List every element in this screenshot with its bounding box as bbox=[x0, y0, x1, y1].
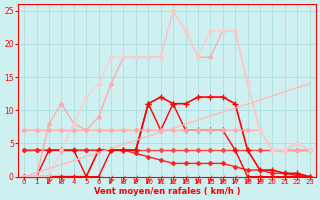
X-axis label: Vent moyen/en rafales ( km/h ): Vent moyen/en rafales ( km/h ) bbox=[94, 187, 240, 196]
